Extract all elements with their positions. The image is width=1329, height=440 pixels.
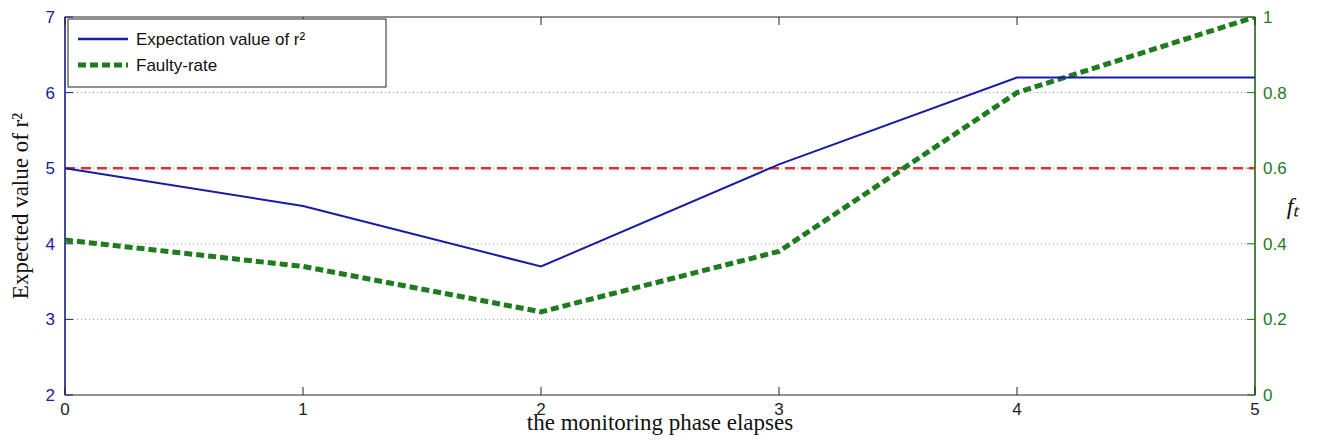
grid-line (65, 319, 1255, 320)
series-line (65, 17, 1255, 312)
x-tick (779, 17, 780, 25)
y2-axis (1254, 17, 1255, 395)
y-tick-label: 7 (46, 8, 55, 27)
x-tick-label: 0 (60, 400, 69, 419)
series-line (65, 167, 1255, 170)
legend-label: Faulty-rate (136, 56, 217, 75)
y2-tick (1247, 92, 1255, 93)
legend-box (68, 19, 386, 87)
y-tick (65, 92, 73, 93)
y2-tick-label: 0.8 (1263, 84, 1287, 103)
y2-tick (1247, 319, 1255, 320)
legend-swatch (78, 38, 128, 41)
y-tick-label: 6 (46, 84, 55, 103)
x-tick (1017, 17, 1018, 25)
y-tick (65, 243, 73, 244)
grid-line (65, 168, 1255, 169)
frame (65, 17, 1255, 395)
x-tick (65, 17, 66, 25)
y2-tick-label: 0 (1263, 386, 1272, 405)
y2-tick-label: 0.2 (1263, 310, 1287, 329)
y-tick (65, 319, 73, 320)
x-tick-label: 1 (298, 400, 307, 419)
y-axis (64, 17, 65, 395)
y-tick-label: 5 (46, 159, 55, 178)
x-tick (65, 387, 66, 395)
plot-marks (65, 17, 1255, 312)
x-tick (1017, 387, 1018, 395)
legend-swatch (78, 63, 128, 68)
series-line (65, 77, 1255, 266)
x-tick (541, 17, 542, 25)
y-tick-label: 4 (46, 235, 55, 254)
y2-tick-label: 1 (1263, 8, 1272, 27)
chart: 01234523456700.20.40.60.81the monitoring… (0, 0, 1329, 440)
grid-line (65, 243, 1255, 244)
x-tick (779, 387, 780, 395)
x-tick-label: 4 (1012, 400, 1021, 419)
y2-tick (1247, 395, 1255, 396)
x-tick (1255, 387, 1256, 395)
y2-tick-label: 0.6 (1263, 159, 1287, 178)
x-tick-label: 5 (1250, 400, 1259, 419)
y2-tick (1247, 243, 1255, 244)
x-tick (541, 387, 542, 395)
x-axis-label: the monitoring phase elapses (527, 410, 793, 435)
y-tick (65, 17, 73, 18)
legend-label: Expectation value of r² (136, 30, 305, 49)
y-axis-label: Expected value of r² (8, 113, 33, 299)
y-tick-label: 2 (46, 386, 55, 405)
y2-axis-label: fₜ (1287, 193, 1301, 219)
y-tick (65, 395, 73, 396)
y2-tick-label: 0.4 (1263, 235, 1287, 254)
grid-line (65, 92, 1255, 93)
y-tick-label: 3 (46, 310, 55, 329)
x-tick (303, 387, 304, 395)
plot-area (65, 17, 1255, 395)
